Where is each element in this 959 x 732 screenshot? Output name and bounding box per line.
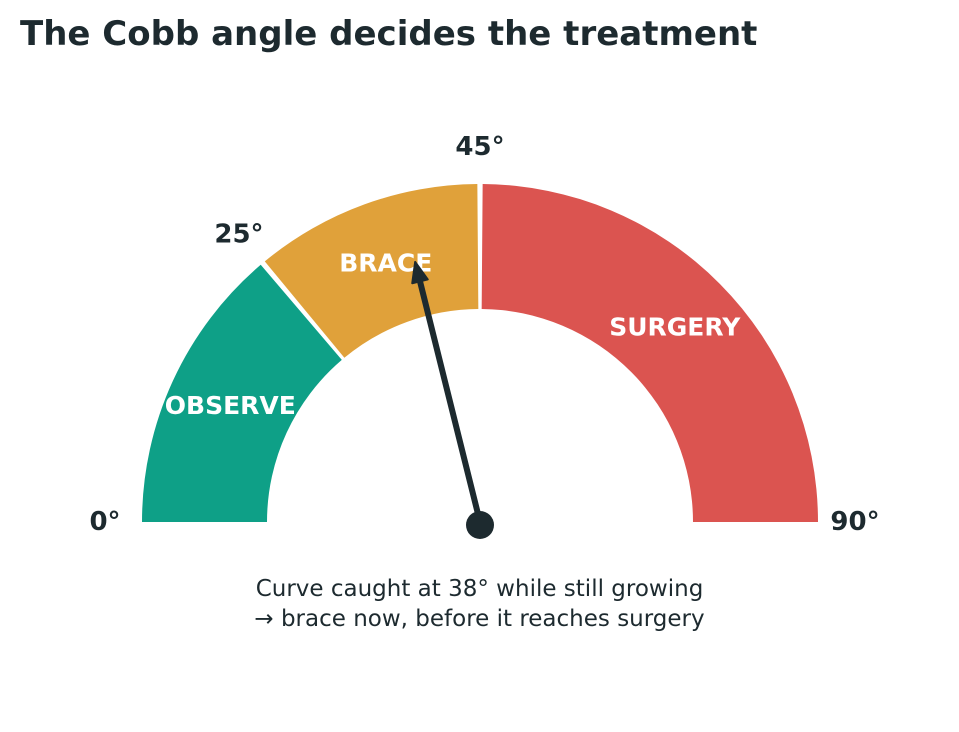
needle-shaft bbox=[417, 278, 483, 525]
needle-pivot bbox=[466, 511, 494, 539]
zone-observe bbox=[142, 264, 342, 522]
zone-surgery bbox=[481, 184, 818, 522]
zone-label-observe: OBSERVE bbox=[165, 391, 296, 420]
zone-brace bbox=[264, 184, 479, 358]
needle-arrowhead bbox=[411, 260, 429, 285]
tick-label-25: 25° bbox=[214, 220, 263, 250]
caption-line-2: → brace now, before it reaches surgery bbox=[254, 606, 705, 632]
tick-label-0: 0° bbox=[89, 507, 120, 537]
tick-label-90: 90° bbox=[830, 507, 879, 537]
chart-title: The Cobb angle decides the treatment bbox=[20, 14, 758, 54]
zone-label-surgery: SURGERY bbox=[609, 313, 741, 342]
tick-label-45: 45° bbox=[455, 132, 504, 162]
caption-line-1: Curve caught at 38° while still growing bbox=[255, 576, 704, 602]
